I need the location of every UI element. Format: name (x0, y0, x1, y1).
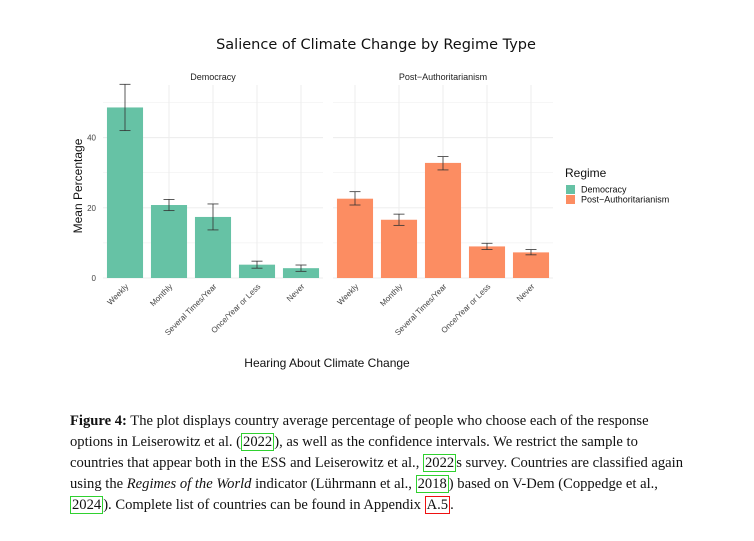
bar (512, 252, 550, 278)
bar (150, 205, 188, 278)
bar (468, 246, 506, 278)
y-tick-label: 0 (92, 274, 97, 283)
x-tick-label: Monthly (148, 282, 174, 308)
caption-text: . (450, 497, 454, 513)
bar (380, 219, 418, 278)
caption-text: s survey. Countries are classified again… (70, 455, 683, 492)
bar-chart: Salience of Climate Change by Regime Typ… (71, 37, 669, 370)
citation-link[interactable]: 2018 (415, 475, 449, 493)
error-bar (251, 260, 263, 269)
chart-title: Salience of Climate Change by Regime Typ… (216, 37, 536, 53)
y-axis-label: Mean Percentage (71, 138, 85, 233)
x-tick-label: Never (285, 282, 307, 304)
error-bar (393, 213, 405, 226)
error-bar (525, 249, 537, 256)
caption-text: indicator (Lührmann et al., (251, 476, 416, 492)
figure-caption: Figure 4: The plot displays country aver… (70, 411, 690, 516)
caption-text: ). Complete list of countries can be fou… (103, 497, 425, 513)
bar (282, 268, 320, 278)
x-tick-label: Once/Year or Less (209, 282, 262, 335)
legend-swatch (566, 195, 575, 204)
caption-text: ) based on V-Dem (Coppedge et al., (448, 476, 658, 492)
error-bar (295, 264, 307, 272)
caption-text: ), as well as the confidence intervals. … (70, 434, 638, 471)
legend-entry: Democracy (581, 185, 627, 195)
x-tick-label: Weekly (106, 282, 131, 307)
x-tick-label: Once/Year or Less (439, 282, 492, 335)
x-tick-label: Never (515, 282, 537, 304)
caption-text: The plot displays country average percen… (70, 413, 649, 450)
error-bar (163, 198, 175, 212)
error-bar (481, 242, 493, 250)
x-axis-label: Hearing About Climate Change (244, 356, 410, 370)
bar (336, 198, 374, 278)
bar (424, 162, 462, 278)
error-bar (119, 83, 131, 132)
bar (238, 264, 276, 278)
legend-title: Regime (565, 166, 607, 180)
y-tick-label: 20 (87, 204, 96, 213)
citation-link[interactable]: 2022 (241, 433, 275, 451)
error-bar (437, 156, 449, 171)
citation-link[interactable]: 2024 (70, 496, 104, 514)
facet-label: Democracy (190, 72, 236, 82)
y-tick-label: 40 (87, 134, 96, 143)
legend-entry: Post−Authoritarianism (581, 195, 669, 205)
facet-label: Post−Authoritarianism (399, 72, 487, 82)
bar (106, 107, 144, 278)
caption-italic: Regimes of the World (126, 476, 252, 492)
x-tick-label: Weekly (336, 282, 361, 307)
error-bar (207, 203, 219, 231)
x-tick-label: Monthly (378, 282, 404, 308)
appendix-link[interactable]: A.5 (424, 496, 451, 514)
error-bar (349, 191, 361, 206)
legend-swatch (566, 185, 575, 194)
citation-link[interactable]: 2022 (423, 454, 457, 472)
caption-label: Figure 4: (70, 413, 127, 429)
